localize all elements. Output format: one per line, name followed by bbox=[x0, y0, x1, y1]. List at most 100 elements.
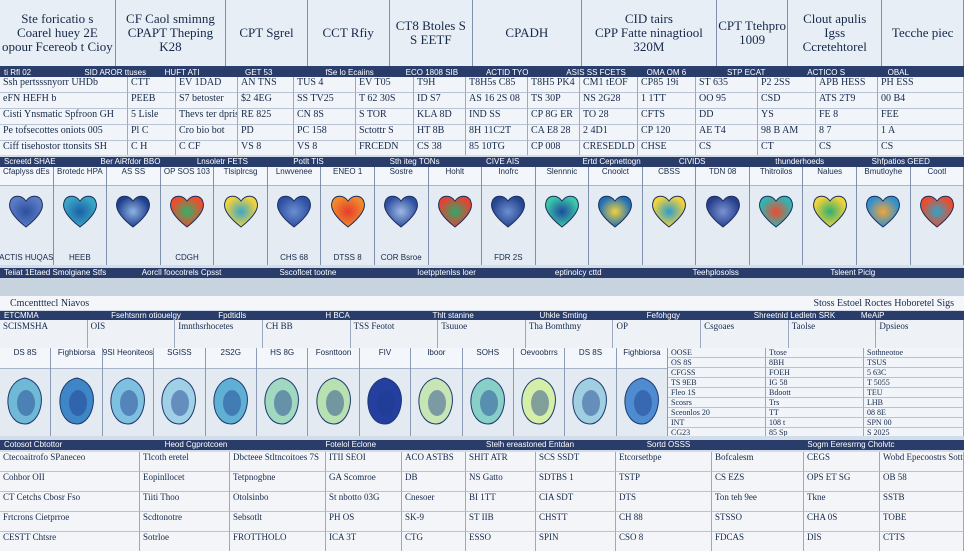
footer-cell: ACO ASTBS bbox=[402, 452, 466, 472]
heart-shape bbox=[598, 195, 633, 228]
table-cell: 1 1TT bbox=[638, 93, 696, 109]
footer-cell: Cnesoer bbox=[402, 492, 466, 512]
heart-card: Lnwvenee CHS 68 bbox=[267, 167, 322, 265]
strip-label: Screetd SHAE bbox=[4, 157, 56, 166]
footer-cell: Sotrloe bbox=[140, 532, 230, 551]
header-cell: CCT Rfiy bbox=[308, 0, 390, 66]
table-cell: TS 30P bbox=[528, 93, 580, 109]
heart-card: TDN 08 bbox=[696, 167, 750, 265]
heart-label: OP SOS 103 bbox=[160, 167, 214, 186]
table-cell: NS 2G28 bbox=[580, 93, 638, 109]
table-cell: Trs bbox=[766, 398, 864, 408]
table-cell: RE 825 bbox=[238, 109, 294, 125]
table-cell: Bdoott bbox=[766, 388, 864, 398]
table-cell: Cro bio bot bbox=[176, 125, 238, 141]
heart-label: Cnoolct bbox=[589, 167, 642, 186]
table-cell: CP85 19i bbox=[638, 77, 696, 93]
strip-label: Shfpatios GEED bbox=[871, 157, 930, 166]
heart-shape bbox=[866, 195, 901, 228]
heart-shape bbox=[919, 195, 954, 228]
scan-label: Tsuuoe bbox=[438, 320, 526, 348]
heart-label: Tlsiplrcsg bbox=[214, 167, 267, 186]
footer-cell: FROTTHOLO bbox=[230, 532, 326, 551]
scan-strip: ETCMMA Fsehtsnrn otiouelgy Fpdtidls H BCA Th… bbox=[0, 311, 964, 320]
strip-label: MeAiP bbox=[860, 311, 885, 320]
heart-map-icon bbox=[170, 195, 204, 228]
cardiac-scan-icon bbox=[367, 377, 402, 425]
table-cell: TS 9EB bbox=[668, 378, 766, 388]
heart-sublabel: FDR 2S bbox=[494, 253, 523, 262]
footer-cell: BI 1TT bbox=[466, 492, 536, 512]
table-cell: TEU bbox=[864, 388, 964, 398]
heart-card: Hohlt bbox=[428, 167, 483, 265]
section-heading: Cmcentttecl Niavos bbox=[10, 297, 90, 309]
table-cell: OO 95 bbox=[696, 93, 758, 109]
table-cell: CP 8G ER bbox=[528, 109, 580, 125]
table-cell: Sceonlos 20 bbox=[668, 408, 766, 418]
footer-cell: ICA 3T bbox=[326, 532, 402, 551]
scan-card: SGISS bbox=[154, 348, 206, 436]
heart-label: ENEO 1 bbox=[321, 167, 374, 186]
footer-cell: CESTT Chtsre bbox=[0, 532, 140, 551]
table-cell: CM1 tEOF bbox=[580, 77, 638, 93]
strip-label: H BCA bbox=[325, 311, 350, 320]
scan-caption: Iboor bbox=[411, 348, 462, 369]
strip-label: Potlt TIS bbox=[293, 157, 324, 166]
table-cell: Scosrs bbox=[668, 398, 766, 408]
heart-map-row: Cfaplyss dEs ACTIS HUQAS Brotedc HPA HEEB AS… bbox=[0, 167, 964, 265]
table-cell: 8BH bbox=[766, 358, 864, 368]
heart-shape bbox=[437, 195, 472, 228]
heart-card: Cnoolct bbox=[589, 167, 643, 265]
table-cell: FRCEDN bbox=[356, 141, 414, 155]
header-cell: CPADH bbox=[473, 0, 582, 66]
cardiac-scan-icon bbox=[7, 377, 43, 425]
table-cell: CHSE bbox=[638, 141, 696, 155]
scan-card: 2S2G bbox=[205, 348, 257, 436]
scan-caption: 2S2G bbox=[205, 348, 256, 369]
footer-cell: ST IIB bbox=[466, 512, 536, 532]
heart-label: Thitroilos bbox=[749, 167, 803, 186]
footer-cell: CS EZS bbox=[712, 472, 804, 492]
heart-shape bbox=[705, 195, 740, 228]
spacer bbox=[0, 278, 964, 296]
table-cell: IG 58 bbox=[766, 378, 864, 388]
table-cell: S TOR bbox=[356, 109, 414, 125]
footer-cell: DTS bbox=[616, 492, 712, 512]
heart-card: CBSS bbox=[642, 167, 697, 265]
heart-shape bbox=[652, 195, 686, 228]
footer-cell: Tetpnogbne bbox=[230, 472, 326, 492]
footer-strip: Cotosot Cbtottor Heod Cgprotcoen Fotelol E… bbox=[0, 440, 964, 450]
strip-label: STP ECAT bbox=[726, 69, 766, 77]
table-cell: eFN HEFH b bbox=[0, 93, 128, 109]
strip-label: ACTICO S bbox=[807, 69, 846, 77]
scan-caption: 9SI Heoniteosne bbox=[102, 348, 154, 369]
scan-caption: SGISS bbox=[154, 348, 205, 369]
table-cell: CP 008 bbox=[528, 141, 580, 155]
footer-cell: Bofcalesm bbox=[712, 452, 804, 472]
table-cell: Ssh pertsssnyorr UHDb bbox=[0, 77, 128, 93]
heart-shape bbox=[62, 195, 97, 228]
heart-label: Sostre bbox=[374, 167, 428, 186]
heart-shape bbox=[170, 195, 204, 228]
heart-label: Inofrc bbox=[482, 167, 535, 186]
cardiac-scan-icon bbox=[315, 377, 351, 425]
table-cell: VS 8 bbox=[238, 141, 294, 155]
heart-label: Nalues bbox=[803, 167, 856, 186]
scan-caption: Fosnttoon bbox=[308, 348, 359, 369]
table-cell: LHB bbox=[864, 398, 964, 408]
strip-label: ECO 1808 SIB bbox=[405, 69, 459, 77]
heart-card: OP SOS 103 CDGH bbox=[160, 167, 215, 265]
scan-card: 9SI Heoniteosne bbox=[102, 348, 155, 436]
scan-labels: SCISMSHA OIS Imnthsrhocetes CH BB TSS Feotot… bbox=[0, 320, 964, 348]
footer-cell: FDCAS bbox=[712, 532, 804, 551]
heart-card: Cootl bbox=[910, 167, 964, 265]
table-cell: ATS 2T9 bbox=[816, 93, 878, 109]
table-cell: AS 16 2S 08 bbox=[466, 93, 528, 109]
heart-map-icon bbox=[652, 195, 686, 228]
table-cell: SS TV25 bbox=[294, 93, 356, 109]
heart-map-icon bbox=[223, 195, 258, 228]
scan-card: SOHS bbox=[462, 348, 514, 436]
strip-label: thunderhoeds bbox=[775, 157, 825, 166]
strip-label: Ber AiRfdor BBO bbox=[100, 157, 161, 166]
